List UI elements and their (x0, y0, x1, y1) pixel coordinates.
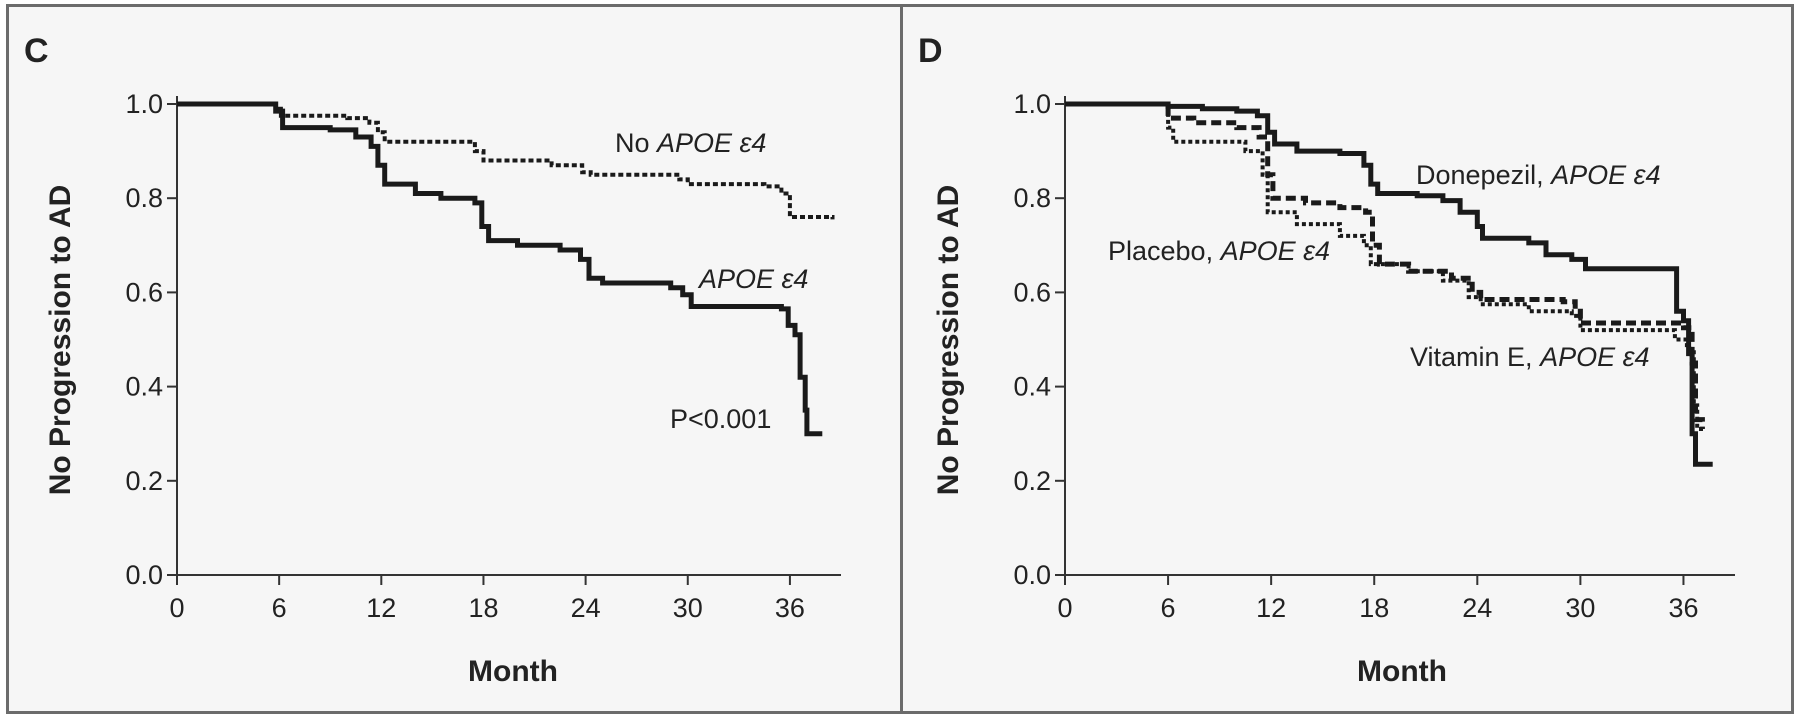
x-tick-label: 6 (1161, 593, 1176, 623)
x-tick-label: 24 (571, 593, 601, 623)
x-axis-label: Month (1357, 655, 1447, 688)
y-tick-label: 0.2 (125, 466, 163, 496)
x-tick-label: 12 (366, 593, 396, 623)
y-tick-label: 1.0 (1013, 89, 1051, 119)
series-line (1065, 102, 1706, 431)
y-tick-label: 0.6 (1013, 277, 1051, 307)
panel-frame-d (900, 4, 1794, 714)
x-tick-label: 6 (272, 593, 287, 623)
x-tick-label: 24 (1462, 593, 1492, 623)
panel-label: C (24, 32, 49, 70)
y-tick-label: 0.0 (1013, 560, 1051, 590)
y-tick-label: 0.2 (1013, 466, 1051, 496)
p-value-annotation: P<0.001 (670, 404, 771, 434)
x-tick-label: 30 (1565, 593, 1595, 623)
x-tick-label: 0 (169, 593, 184, 623)
series-label: Donepezil, APOE ε4 (1416, 160, 1661, 190)
y-axis-label: No Progression to AD (932, 185, 965, 496)
x-tick-label: 18 (1359, 593, 1389, 623)
x-tick-label: 12 (1256, 593, 1286, 623)
series-line (1065, 101, 1713, 467)
y-tick-label: 1.0 (125, 89, 163, 119)
x-tick-label: 18 (468, 593, 498, 623)
chart-panel-d: D 0.0 0.2 0.4 0.6 0.8 1.0 0 6 12 18 24 30 36 Month No P… (918, 32, 1735, 688)
series-label: APOE ε4 (697, 264, 808, 294)
y-axis-label: No Progression to AD (44, 185, 77, 496)
y-tick-label: 0.4 (125, 372, 163, 402)
x-tick-label: 30 (673, 593, 703, 623)
y-tick-label: 0.6 (125, 277, 163, 307)
series-label: No APOE ε4 (615, 128, 766, 158)
series-line (1065, 101, 1705, 429)
y-tick-label: 0.8 (1013, 183, 1051, 213)
series-label: Placebo, APOE ε4 (1108, 236, 1330, 266)
x-axis-label: Month (468, 655, 558, 688)
x-tick-label: 36 (1668, 593, 1698, 623)
y-tick-label: 0.4 (1013, 372, 1051, 402)
series-line (177, 101, 823, 437)
x-tick-label: 36 (775, 593, 805, 623)
series-label: Vitamin E, APOE ε4 (1410, 342, 1649, 372)
panel-frame-c (6, 4, 903, 714)
y-tick-label: 0.8 (125, 183, 163, 213)
x-tick-label: 0 (1057, 593, 1072, 623)
y-tick-label: 0.0 (125, 560, 163, 590)
panel-label: D (918, 32, 943, 70)
chart-panel-c: C 0.0 0.2 0.4 0.6 0.8 1.0 0 6 12 18 24 30 36 Month No P… (24, 32, 841, 688)
series-line (177, 102, 835, 220)
